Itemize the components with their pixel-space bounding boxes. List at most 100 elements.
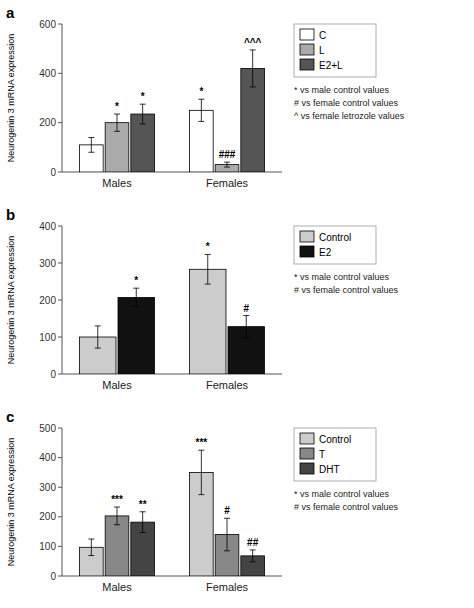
error-cap [224, 162, 230, 163]
error-cap [114, 524, 120, 525]
significance-label: * [115, 101, 119, 112]
figure: aNeurogenin 3 mRNA expression0200400600M… [0, 0, 474, 608]
error-cap [88, 137, 94, 138]
error-bar [88, 137, 94, 152]
error-line [136, 288, 137, 307]
y-tick [58, 263, 62, 264]
error-bar [205, 254, 211, 284]
panel-label: c [6, 408, 14, 425]
y-tick-label: 200 [39, 511, 56, 522]
note: * vs male control values [294, 489, 390, 499]
y-tick [58, 457, 62, 458]
legend-label: L [319, 45, 325, 56]
error-cap [205, 254, 211, 255]
error-bar [198, 99, 204, 121]
y-tick-label: 200 [39, 295, 56, 306]
legend-swatch [300, 448, 314, 459]
y-tick [58, 546, 62, 547]
error-line [97, 326, 98, 348]
y-tick-label: 500 [39, 423, 56, 434]
y-tick-label: 100 [39, 332, 56, 343]
significance-label: * [141, 91, 145, 102]
significance-label: * [199, 86, 203, 97]
error-cap [250, 549, 256, 550]
legend-label: Control [319, 434, 351, 445]
error-bar [198, 450, 204, 494]
y-tick [58, 300, 62, 301]
y-tick-label: 200 [39, 117, 56, 128]
error-bar [140, 104, 146, 124]
error-cap [88, 152, 94, 153]
x-tick-label: Females [206, 177, 249, 189]
error-line [227, 518, 228, 551]
error-line [252, 550, 253, 562]
legend-frame [294, 226, 376, 264]
error-bar [243, 316, 249, 338]
significance-label: ### [219, 149, 236, 160]
y-axis [62, 428, 63, 576]
significance-label: ^^^ [244, 37, 262, 48]
bar [190, 269, 227, 374]
error-bar [250, 550, 256, 562]
error-cap [198, 494, 204, 495]
error-bar [250, 50, 256, 87]
error-cap [133, 288, 139, 289]
y-tick-label: 0 [50, 571, 56, 582]
error-bar [133, 288, 139, 307]
legend-swatch [300, 246, 314, 257]
legend-label: E2+L [319, 60, 343, 71]
legend: Control E2 [294, 226, 376, 264]
y-tick [58, 576, 62, 577]
error-cap [198, 99, 204, 100]
error-cap [95, 325, 101, 326]
legend: ControlTDHT [294, 428, 376, 481]
legend-label: T [319, 449, 325, 460]
error-line [246, 316, 247, 338]
y-tick-label: 300 [39, 258, 56, 269]
panel: cNeurogenin 3 mRNA expression01002003004… [6, 408, 399, 593]
error-cap [88, 555, 94, 556]
x-tick-label: Females [206, 581, 249, 593]
legend-swatch [300, 29, 314, 40]
x-tick-label: Males [102, 581, 132, 593]
bar [105, 516, 129, 576]
panel: bNeurogenin 3 mRNA expression01002003004… [6, 206, 399, 391]
significance-label: *** [195, 437, 207, 448]
error-cap [205, 284, 211, 285]
error-cap [243, 337, 249, 338]
y-tick [58, 226, 62, 227]
panel-label: a [6, 4, 15, 21]
y-tick [58, 487, 62, 488]
legend-swatch [300, 433, 314, 444]
error-bar [114, 507, 120, 525]
error-line [207, 254, 208, 284]
note: # vs female control values [294, 98, 399, 108]
y-tick-label: 100 [39, 541, 56, 552]
significance-label: * [206, 241, 210, 252]
y-tick [58, 172, 62, 173]
legend-frame [294, 428, 376, 481]
error-line [117, 114, 118, 131]
x-tick-label: Females [206, 379, 249, 391]
legend-label: E2 [319, 247, 332, 258]
y-tick-label: 400 [39, 221, 56, 232]
error-cap [250, 86, 256, 87]
error-cap [250, 561, 256, 562]
legend-swatch [300, 463, 314, 474]
error-cap [95, 348, 101, 349]
error-cap [224, 518, 230, 519]
y-tick-label: 0 [50, 369, 56, 380]
y-axis-label: Neurogenin 3 mRNA expression [6, 236, 16, 365]
significance-label: # [224, 505, 230, 516]
error-cap [114, 114, 120, 115]
error-cap [140, 104, 146, 105]
y-axis [62, 226, 63, 374]
panel: aNeurogenin 3 mRNA expression0200400600M… [6, 4, 405, 189]
error-cap [140, 511, 146, 512]
legend-label: Control [319, 232, 351, 243]
y-axis-label: Neurogenin 3 mRNA expression [6, 438, 16, 567]
significance-label: # [243, 303, 249, 314]
note: # vs female control values [294, 285, 399, 295]
error-line [142, 104, 143, 124]
legend: CLE2+L [294, 24, 376, 77]
